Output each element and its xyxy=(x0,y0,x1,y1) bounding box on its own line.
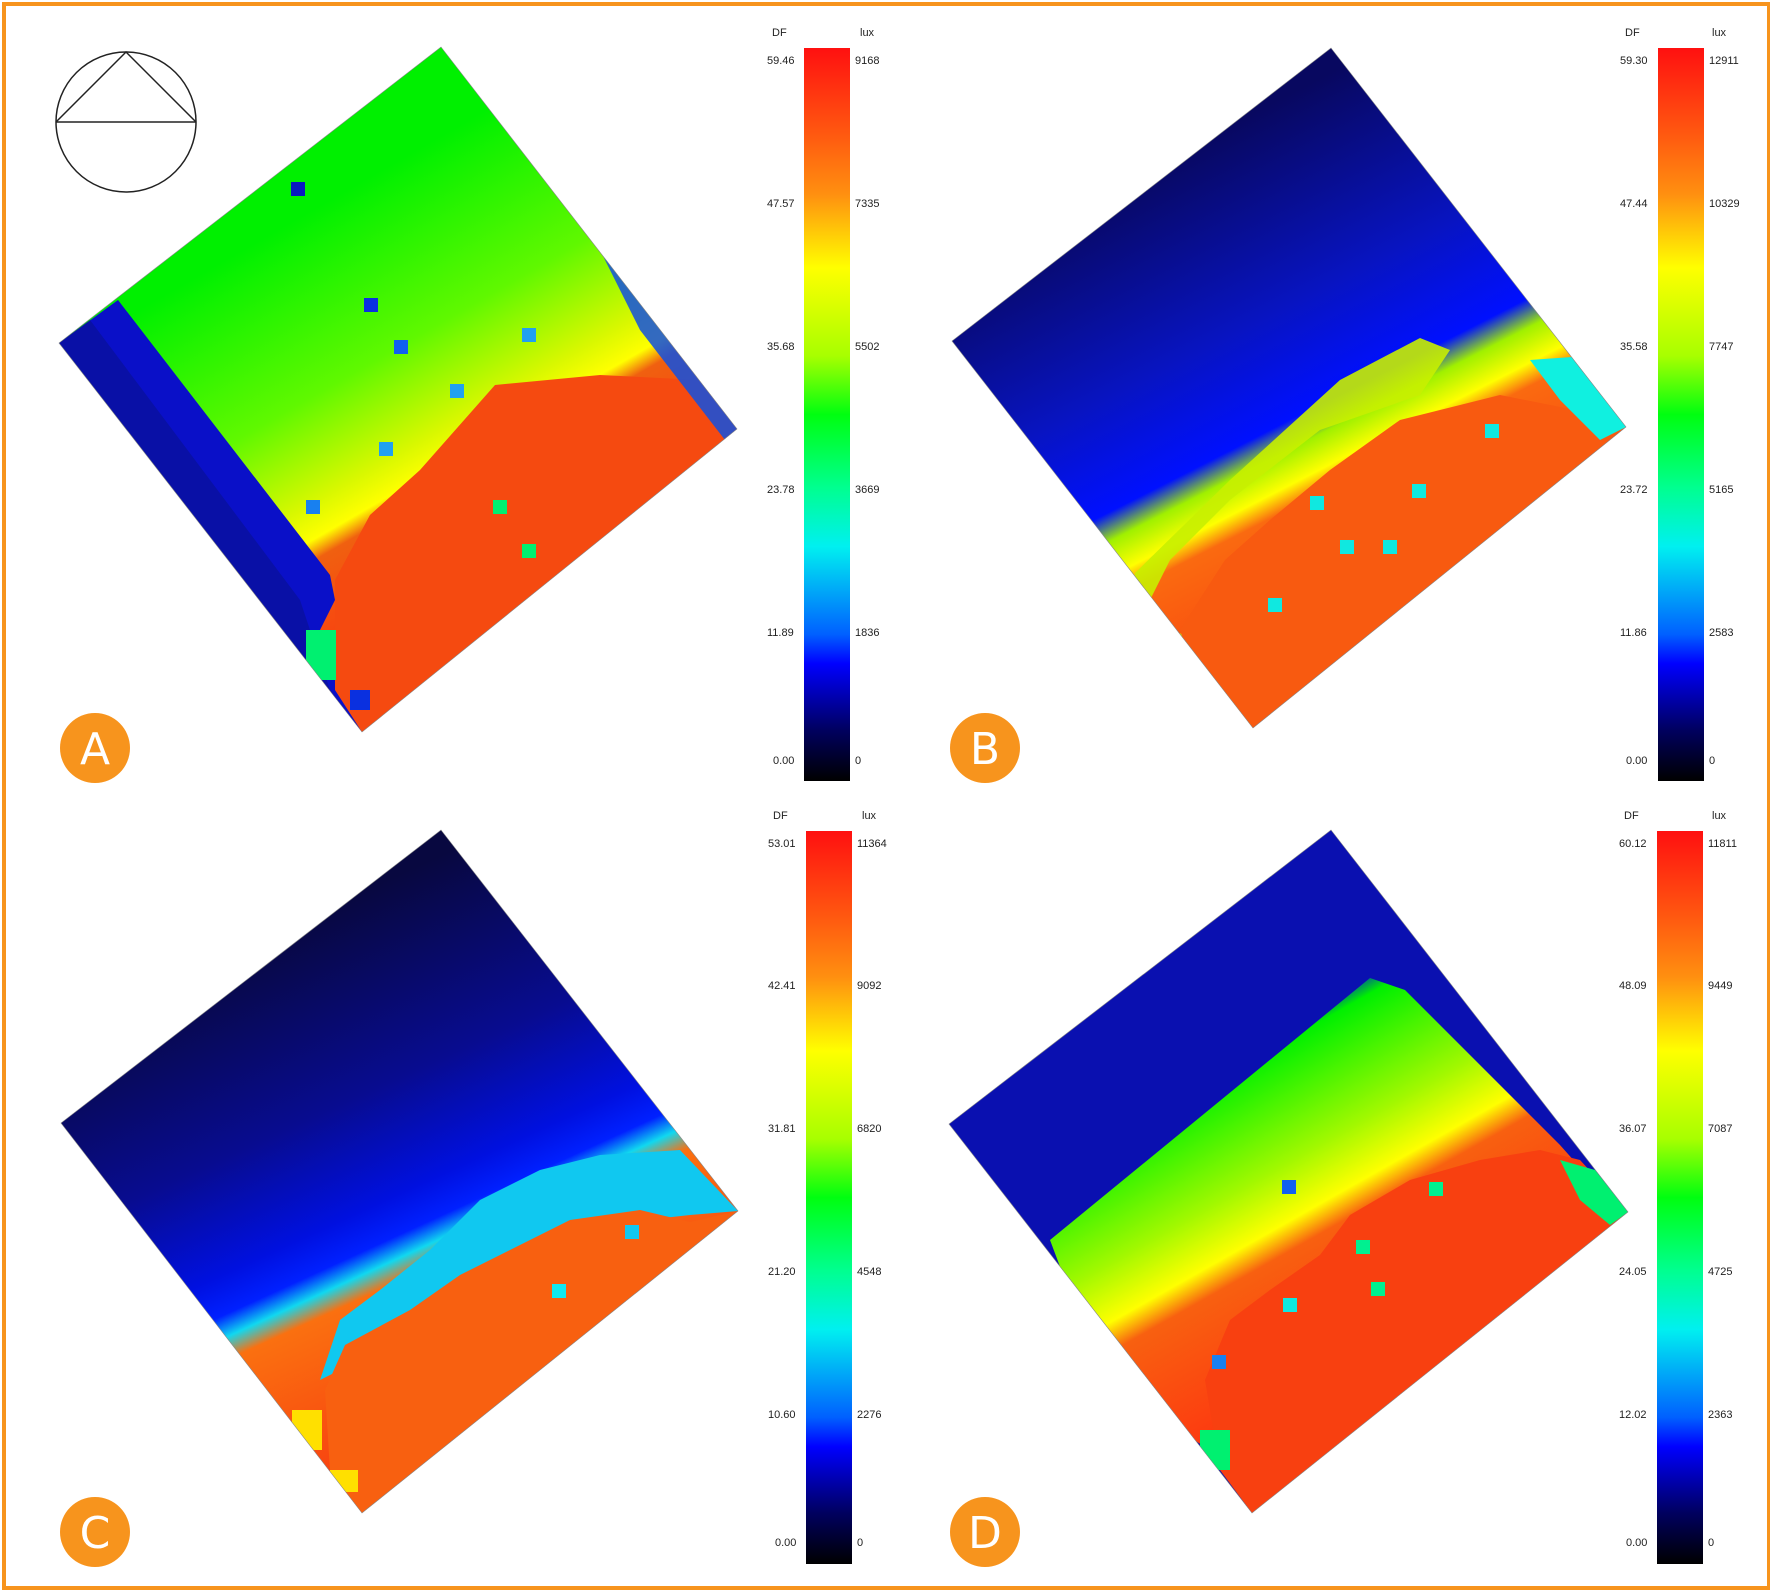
colorbar-d-df-tick: 60.12 xyxy=(1619,838,1647,850)
colorbar-d-lux-tick: 9449 xyxy=(1708,980,1732,992)
colorbar-a-df-tick: 59.46 xyxy=(767,55,795,67)
panel-badge-a: A xyxy=(60,713,130,783)
colorbar-d-lux-header: lux xyxy=(1712,810,1727,822)
colorbar-a-lux-tick: 9168 xyxy=(855,55,879,67)
heatmap-panel-b xyxy=(951,47,1627,729)
colorbar-b-df-tick: 35.58 xyxy=(1620,341,1648,353)
colorbar-b-lux-tick: 5165 xyxy=(1709,484,1733,496)
colorbar-b-lux-header: lux xyxy=(1712,27,1727,39)
colorbar-b-gradient xyxy=(1658,48,1704,781)
panel-badge-b-label: B xyxy=(970,724,1000,775)
panel-badge-d-label: D xyxy=(968,1508,1002,1559)
colorbar-c-lux-tick: 6820 xyxy=(857,1123,881,1135)
panel-badge-a-label: A xyxy=(80,724,110,775)
panel-badge-d: D xyxy=(950,1497,1020,1567)
heatmap-panel-d xyxy=(948,829,1629,1514)
colorbar-c-df-tick: 42.41 xyxy=(768,980,796,992)
colorbar-c-df-tick: 53.01 xyxy=(768,838,796,850)
colorbar-d-lux-tick: 11811 xyxy=(1708,838,1737,850)
colorbar-b: DF lux 59.30 47.44 35.58 23.72 11.86 0.0… xyxy=(1620,27,1740,781)
colorbar-a-df-tick: 0.00 xyxy=(773,755,794,767)
colorbar-b-df-header: DF xyxy=(1625,27,1640,39)
colorbar-c-lux-tick: 9092 xyxy=(857,980,881,992)
colorbar-d-lux-tick: 4725 xyxy=(1708,1266,1732,1278)
colorbar-a-lux-tick: 1836 xyxy=(855,627,879,639)
panel-badge-c-label: C xyxy=(80,1508,111,1559)
colorbar-d: DF lux 60.12 48.09 36.07 24.05 12.02 0.0… xyxy=(1619,810,1737,1564)
colorbar-b-lux-tick: 2583 xyxy=(1709,627,1733,639)
colorbar-d-df-header: DF xyxy=(1624,810,1639,822)
colorbar-b-lux-tick: 10329 xyxy=(1709,198,1740,210)
colorbar-c-df-tick: 21.20 xyxy=(768,1266,796,1278)
colorbar-d-lux-tick: 2363 xyxy=(1708,1409,1732,1421)
heatmap-panel-a xyxy=(58,46,738,733)
colorbar-d-gradient xyxy=(1657,831,1703,1564)
colorbar-c-df-header: DF xyxy=(773,810,788,822)
colorbar-a-df-tick: 47.57 xyxy=(767,198,795,210)
colorbar-b-df-tick: 47.44 xyxy=(1620,198,1648,210)
colorbar-a-lux-tick: 7335 xyxy=(855,198,879,210)
colorbar-b-lux-tick: 12911 xyxy=(1709,55,1739,67)
colorbar-a-lux-tick: 5502 xyxy=(855,341,879,353)
colorbar-d-df-tick: 12.02 xyxy=(1619,1409,1647,1421)
colorbar-b-df-tick: 59.30 xyxy=(1620,55,1648,67)
colorbar-c-df-tick: 31.81 xyxy=(768,1123,796,1135)
colorbar-c-lux-header: lux xyxy=(862,810,877,822)
panel-badge-c: C xyxy=(60,1497,130,1567)
colorbar-a-df-tick: 35.68 xyxy=(767,341,795,353)
panel-badge-b: B xyxy=(950,713,1020,783)
colorbar-b-df-tick: 23.72 xyxy=(1620,484,1648,496)
colorbar-a-lux-header: lux xyxy=(860,27,875,39)
colorbar-d-df-tick: 36.07 xyxy=(1619,1123,1647,1135)
colorbar-b-df-tick: 11.86 xyxy=(1620,627,1647,639)
colorbar-d-df-tick: 48.09 xyxy=(1619,980,1647,992)
colorbar-a-gradient xyxy=(804,48,850,781)
colorbar-c-lux-tick: 2276 xyxy=(857,1409,881,1421)
colorbar-d-df-tick: 0.00 xyxy=(1626,1537,1647,1549)
colorbar-a: DF lux 59.46 47.57 35.68 23.78 11.89 0.0… xyxy=(767,27,879,781)
heatmap-panel-c xyxy=(60,829,739,1514)
colorbar-a-lux-tick: 3669 xyxy=(855,484,879,496)
colorbar-c-lux-tick: 0 xyxy=(857,1537,863,1549)
colorbar-c-df-tick: 0.00 xyxy=(775,1537,796,1549)
colorbar-c-gradient xyxy=(806,831,852,1564)
colorbar-b-lux-tick: 0 xyxy=(1709,755,1715,767)
colorbar-a-df-tick: 23.78 xyxy=(767,484,795,496)
north-orientation-icon xyxy=(55,50,197,193)
colorbar-a-df-tick: 11.89 xyxy=(767,627,794,639)
colorbar-c-lux-tick: 11364 xyxy=(857,838,887,850)
colorbar-b-lux-tick: 7747 xyxy=(1709,341,1733,353)
colorbar-c: DF lux 53.01 42.41 31.81 21.20 10.60 0.0… xyxy=(768,810,887,1564)
colorbar-d-df-tick: 24.05 xyxy=(1619,1266,1647,1278)
colorbar-c-lux-tick: 4548 xyxy=(857,1266,881,1278)
colorbar-d-lux-tick: 7087 xyxy=(1708,1123,1732,1135)
colorbar-d-lux-tick: 0 xyxy=(1708,1537,1714,1549)
colorbar-c-df-tick: 10.60 xyxy=(768,1409,796,1421)
colorbar-a-df-header: DF xyxy=(772,27,787,39)
colorbar-b-df-tick: 0.00 xyxy=(1626,755,1647,767)
colorbar-a-lux-tick: 0 xyxy=(855,755,861,767)
